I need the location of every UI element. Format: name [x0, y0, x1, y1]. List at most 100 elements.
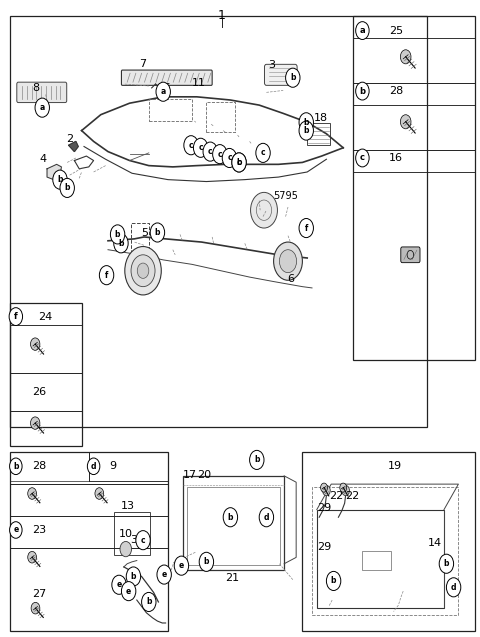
Text: b: b: [131, 572, 136, 581]
Text: 22: 22: [329, 490, 343, 501]
Text: b: b: [236, 158, 242, 167]
Text: d: d: [264, 513, 269, 522]
Circle shape: [28, 552, 36, 563]
Circle shape: [120, 541, 132, 557]
Text: 29: 29: [317, 503, 331, 513]
FancyBboxPatch shape: [121, 70, 212, 85]
Text: b: b: [155, 228, 160, 237]
Circle shape: [112, 575, 126, 594]
Circle shape: [222, 148, 237, 168]
Circle shape: [213, 145, 227, 164]
Text: c: c: [189, 141, 193, 150]
Circle shape: [95, 488, 104, 499]
Polygon shape: [47, 164, 61, 180]
Text: 9: 9: [109, 461, 117, 471]
Circle shape: [299, 113, 313, 132]
Circle shape: [199, 552, 214, 571]
Text: b: b: [254, 455, 260, 464]
Text: d: d: [451, 583, 456, 592]
Text: c: c: [217, 150, 222, 159]
Text: e: e: [126, 587, 131, 596]
Circle shape: [157, 565, 171, 584]
Text: b: b: [64, 183, 70, 192]
Text: 28: 28: [389, 86, 403, 96]
Text: 11: 11: [192, 78, 206, 88]
Text: f: f: [304, 224, 308, 233]
Circle shape: [279, 250, 297, 273]
Text: 29: 29: [317, 541, 331, 552]
Text: f: f: [105, 271, 108, 280]
Text: 22: 22: [345, 490, 359, 501]
Text: 23: 23: [32, 525, 46, 535]
Text: b: b: [303, 126, 309, 135]
Text: c: c: [261, 148, 265, 157]
Text: 25: 25: [389, 25, 403, 36]
Bar: [312, 487, 458, 615]
Circle shape: [259, 508, 274, 527]
Text: a: a: [40, 103, 45, 112]
Circle shape: [150, 223, 165, 242]
Text: a: a: [161, 87, 166, 96]
Circle shape: [342, 485, 349, 496]
Circle shape: [356, 22, 369, 39]
Bar: [10, 16, 427, 427]
Text: b: b: [303, 118, 309, 127]
Bar: [131, 223, 149, 258]
Text: 16: 16: [389, 153, 403, 163]
Text: 26: 26: [32, 387, 47, 397]
Circle shape: [193, 138, 208, 157]
Text: 14: 14: [428, 538, 442, 548]
Circle shape: [232, 153, 246, 172]
Text: b: b: [115, 230, 120, 239]
Text: c: c: [360, 154, 365, 162]
Text: 13: 13: [121, 501, 135, 512]
Circle shape: [53, 170, 67, 189]
Text: b: b: [444, 559, 449, 568]
Circle shape: [126, 567, 141, 586]
Polygon shape: [69, 141, 78, 152]
Text: d: d: [91, 462, 96, 471]
Circle shape: [299, 121, 313, 140]
Text: c: c: [227, 154, 232, 162]
Text: c: c: [237, 158, 241, 167]
Text: b: b: [146, 598, 152, 606]
Circle shape: [256, 143, 270, 162]
Text: f: f: [14, 312, 18, 321]
Circle shape: [356, 149, 369, 167]
Bar: [10, 303, 82, 446]
Text: b: b: [118, 239, 124, 248]
Circle shape: [286, 68, 300, 87]
Circle shape: [446, 578, 461, 597]
Circle shape: [9, 308, 23, 326]
Circle shape: [439, 554, 454, 573]
Bar: [317, 510, 444, 608]
Text: 21: 21: [225, 573, 239, 583]
Circle shape: [60, 178, 74, 197]
Circle shape: [156, 82, 170, 101]
Circle shape: [10, 458, 22, 475]
Text: e: e: [179, 561, 184, 570]
Bar: [362, 551, 391, 570]
Text: 28: 28: [32, 461, 47, 471]
Bar: [307, 123, 330, 145]
Text: b: b: [57, 175, 63, 184]
Text: e: e: [162, 570, 167, 579]
Circle shape: [99, 266, 114, 285]
Text: 2: 2: [66, 134, 73, 144]
FancyBboxPatch shape: [264, 64, 297, 85]
Text: 7: 7: [139, 59, 146, 69]
Circle shape: [250, 450, 264, 469]
Circle shape: [125, 247, 161, 295]
Circle shape: [142, 592, 156, 612]
Text: 18: 18: [314, 113, 328, 124]
Circle shape: [251, 192, 277, 228]
Text: b: b: [360, 87, 365, 96]
Circle shape: [323, 485, 330, 496]
Text: a: a: [360, 26, 365, 35]
Circle shape: [400, 115, 411, 129]
Bar: [187, 487, 280, 565]
Text: 20: 20: [197, 469, 211, 480]
Text: 5: 5: [142, 227, 149, 238]
Text: 3: 3: [268, 60, 275, 70]
Circle shape: [28, 488, 36, 499]
